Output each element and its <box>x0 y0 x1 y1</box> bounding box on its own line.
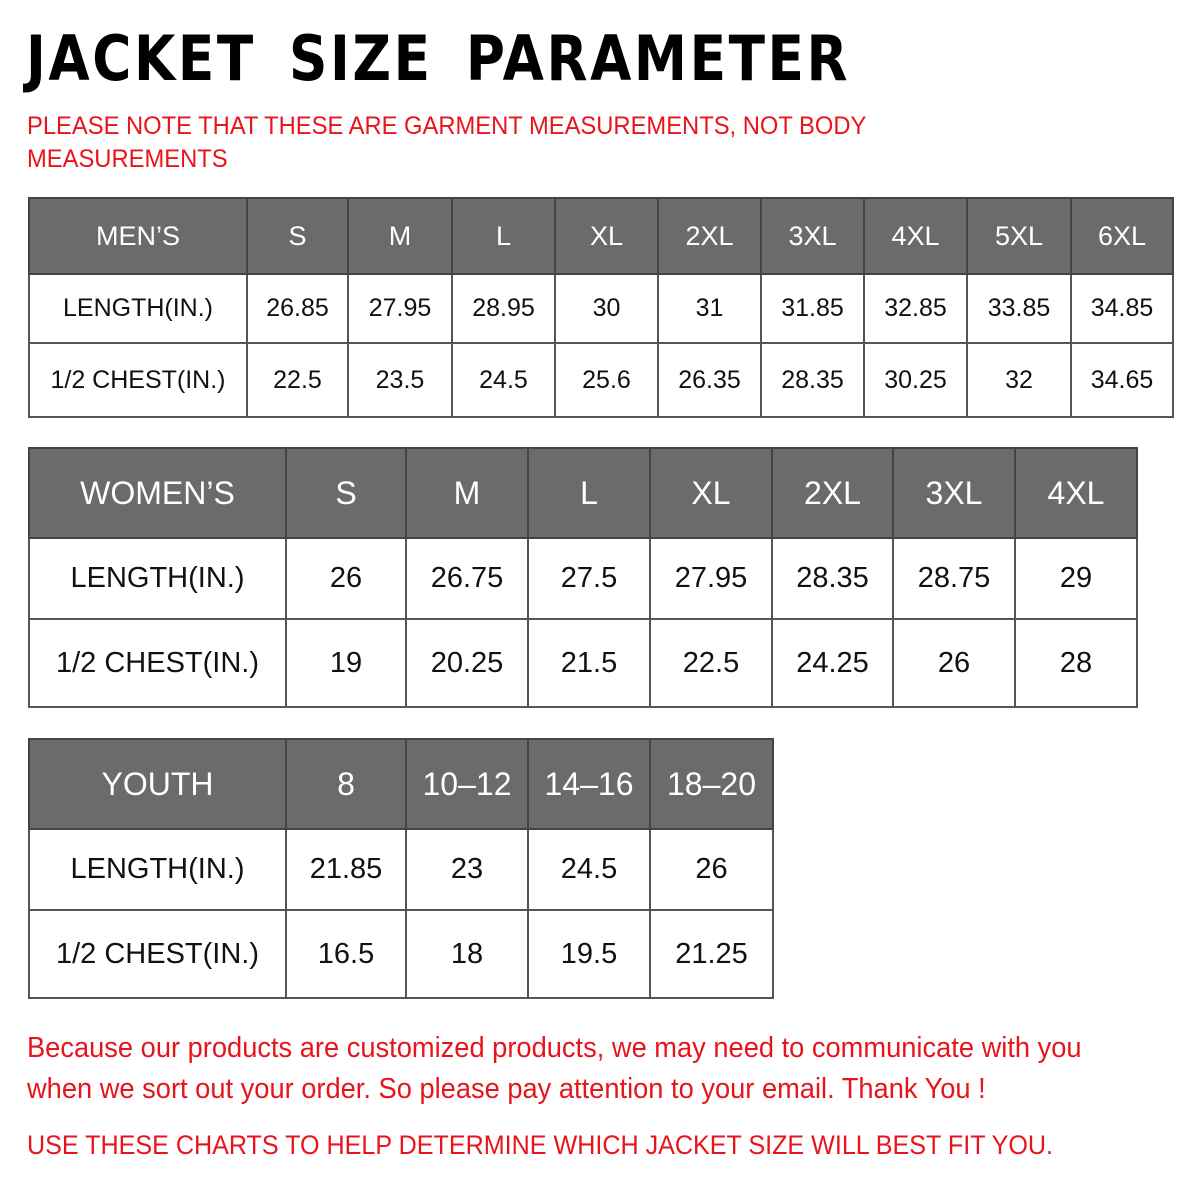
size-header-cell: L <box>527 447 651 539</box>
measurement-cell: 27.95 <box>649 537 773 620</box>
row-label: 1/2 CHEST(IN.) <box>28 618 287 708</box>
measurement-cell: 20.25 <box>405 618 529 708</box>
size-header-cell: 10–12 <box>405 738 529 830</box>
measurement-cell: 27.95 <box>347 273 453 344</box>
size-header-cell: L <box>451 197 556 275</box>
size-header-cell: S <box>246 197 349 275</box>
half-chest-row: 1/2 CHEST(IN.) 22.5 23.5 24.5 25.6 26.35 28.35… <box>28 342 1174 418</box>
measurement-cell: 18 <box>405 909 529 999</box>
measurement-cell: 26 <box>892 618 1016 708</box>
measurement-cell: 28.35 <box>771 537 894 620</box>
women-table-title: WOMEN’S <box>28 447 287 539</box>
measurement-cell: 28.35 <box>760 342 865 418</box>
size-header-cell: 6XL <box>1070 197 1174 275</box>
youth-size-table: YOUTH 8 10–12 14–16 18–20 LENGTH(IN.) 21.85 23 2… <box>28 738 774 999</box>
women-header-row: WOMEN’S S M L XL 2XL 3XL 4XL <box>28 447 1138 539</box>
size-header-cell: 2XL <box>771 447 894 539</box>
measurement-note: PLEASE NOTE THAT THESE ARE GARMENT MEASU… <box>27 112 866 173</box>
size-header-cell: 5XL <box>966 197 1072 275</box>
men-size-table: MEN’S S M L XL 2XL 3XL 4XL 5XL 6XL LENGTH(IN.) 26.8… <box>28 197 1174 418</box>
youth-header-row: YOUTH 8 10–12 14–16 18–20 <box>28 738 774 830</box>
size-header-cell: 2XL <box>657 197 762 275</box>
measurement-cell: 19.5 <box>527 909 651 999</box>
length-row: LENGTH(IN.) 26 26.75 27.5 27.95 28.35 28.75 29 <box>28 537 1138 620</box>
measurement-cell: 21.25 <box>649 909 774 999</box>
measurement-cell: 24.25 <box>771 618 894 708</box>
measurement-cell: 26 <box>649 828 774 911</box>
size-header-cell: 4XL <box>863 197 968 275</box>
measurement-cell: 31.85 <box>760 273 865 344</box>
measurement-cell: 26.85 <box>246 273 349 344</box>
size-header-cell: 14–16 <box>527 738 651 830</box>
measurement-cell: 34.85 <box>1070 273 1174 344</box>
size-header-cell: 8 <box>285 738 407 830</box>
measurement-cell: 28.95 <box>451 273 556 344</box>
size-header-cell: 18–20 <box>649 738 774 830</box>
measurement-cell: 23 <box>405 828 529 911</box>
size-header-cell: 3XL <box>892 447 1016 539</box>
measurement-cell: 27.5 <box>527 537 651 620</box>
row-label: LENGTH(IN.) <box>28 828 287 911</box>
measurement-cell: 22.5 <box>649 618 773 708</box>
measurement-cell: 24.5 <box>451 342 556 418</box>
size-header-cell: M <box>405 447 529 539</box>
measurement-cell: 26.35 <box>657 342 762 418</box>
men-header-row: MEN’S S M L XL 2XL 3XL 4XL 5XL 6XL <box>28 197 1174 275</box>
half-chest-row: 1/2 CHEST(IN.) 19 20.25 21.5 22.5 24.25 26 28 <box>28 618 1138 708</box>
customization-message: Because our products are customized prod… <box>27 1032 1082 1105</box>
row-label: LENGTH(IN.) <box>28 273 248 344</box>
length-row: LENGTH(IN.) 21.85 23 24.5 26 <box>28 828 774 911</box>
measurement-cell: 33.85 <box>966 273 1072 344</box>
size-header-cell: XL <box>649 447 773 539</box>
measurement-cell: 19 <box>285 618 407 708</box>
half-chest-row: 1/2 CHEST(IN.) 16.5 18 19.5 21.25 <box>28 909 774 999</box>
size-header-cell: 4XL <box>1014 447 1138 539</box>
measurement-cell: 29 <box>1014 537 1138 620</box>
size-header-cell: XL <box>554 197 659 275</box>
measurement-cell: 24.5 <box>527 828 651 911</box>
measurement-cell: 22.5 <box>246 342 349 418</box>
row-label: 1/2 CHEST(IN.) <box>28 909 287 999</box>
measurement-cell: 28 <box>1014 618 1138 708</box>
youth-table-title: YOUTH <box>28 738 287 830</box>
women-size-table: WOMEN’S S M L XL 2XL 3XL 4XL LENGTH(IN.) 26 26.75 2… <box>28 447 1138 708</box>
page-title: JACKET SIZE PARAMETER <box>26 22 851 95</box>
measurement-cell: 21.5 <box>527 618 651 708</box>
measurement-cell: 32.85 <box>863 273 968 344</box>
size-advice: USE THESE CHARTS TO HELP DETERMINE WHICH… <box>27 1130 1054 1160</box>
measurement-cell: 26 <box>285 537 407 620</box>
men-table-title: MEN’S <box>28 197 248 275</box>
measurement-cell: 16.5 <box>285 909 407 999</box>
measurement-cell: 28.75 <box>892 537 1016 620</box>
measurement-cell: 23.5 <box>347 342 453 418</box>
length-row: LENGTH(IN.) 26.85 27.95 28.95 30 31 31.85 32.85… <box>28 273 1174 344</box>
measurement-cell: 34.65 <box>1070 342 1174 418</box>
row-label: LENGTH(IN.) <box>28 537 287 620</box>
size-header-cell: S <box>285 447 407 539</box>
measurement-cell: 30 <box>554 273 659 344</box>
size-header-cell: M <box>347 197 453 275</box>
measurement-cell: 26.75 <box>405 537 529 620</box>
measurement-cell: 25.6 <box>554 342 659 418</box>
size-header-cell: 3XL <box>760 197 865 275</box>
measurement-cell: 31 <box>657 273 762 344</box>
measurement-cell: 32 <box>966 342 1072 418</box>
row-label: 1/2 CHEST(IN.) <box>28 342 248 418</box>
measurement-cell: 30.25 <box>863 342 968 418</box>
measurement-cell: 21.85 <box>285 828 407 911</box>
